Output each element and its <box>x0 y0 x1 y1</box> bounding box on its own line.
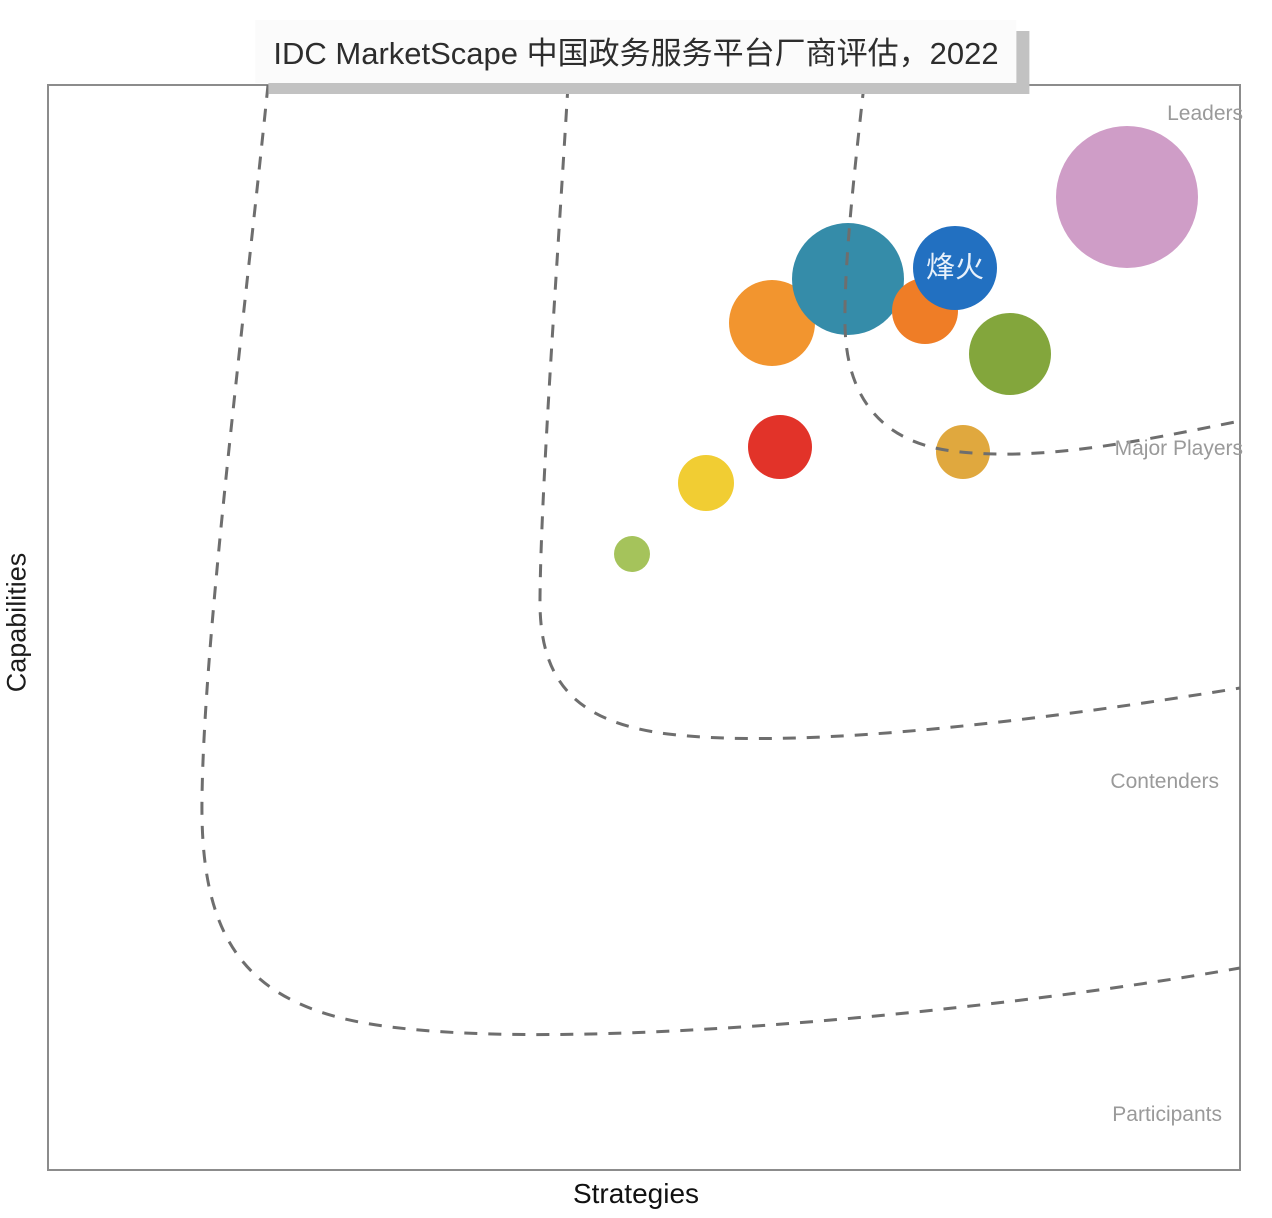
bubble-vendor-7 <box>678 455 734 511</box>
y-axis-label: Capabilities <box>1 552 32 693</box>
chart-title: IDC MarketScape 中国政务服务平台厂商评估，2022 <box>255 20 1017 83</box>
bubble-vendor-10 <box>1056 126 1198 268</box>
boundary-curves <box>200 84 1241 1037</box>
boundary-curve-contenders <box>200 84 1241 1037</box>
bubble-vendor-9 <box>614 536 650 572</box>
bubble-label-烽火: 烽火 <box>926 251 984 284</box>
region-label-contenders: Contenders <box>1110 770 1219 793</box>
bubble-layer <box>614 126 1198 572</box>
x-axis-label: Strategies <box>572 1178 700 1209</box>
boundary-curve-leaders <box>843 84 1241 456</box>
bubble-vendor-5 <box>969 313 1051 395</box>
boundary-curve-major-players <box>538 84 1241 741</box>
bubble-vendor-6 <box>748 415 812 479</box>
plot-border <box>47 84 1241 1171</box>
bubble-label-layer: 烽火 <box>926 251 984 284</box>
region-label-leaders: Leaders <box>1167 102 1243 125</box>
bubble-vendor-1 <box>729 280 815 366</box>
bubble-vendor-2 <box>792 223 904 335</box>
region-label-participants: Participants <box>1112 1103 1222 1126</box>
bubble-烽火 <box>913 226 997 310</box>
region-label-major-players: Major Players <box>1114 437 1243 460</box>
